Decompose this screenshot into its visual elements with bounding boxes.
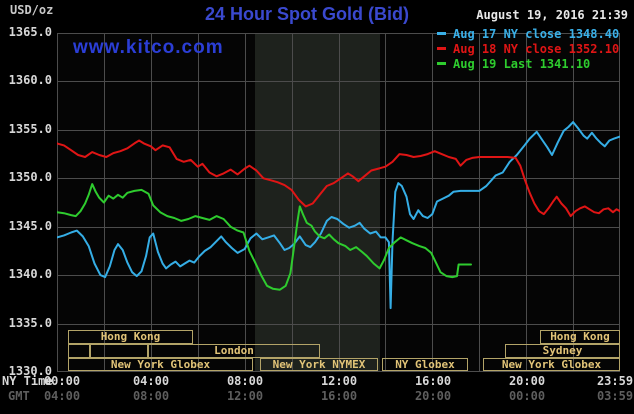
- x-tick-label-ny-time: 23:59: [596, 374, 634, 388]
- x-tick-label-ny-time: 00:00: [43, 374, 81, 388]
- kitco-watermark-link[interactable]: www.kitco.com: [73, 37, 224, 58]
- x-tick-label-ny-time: 12:00: [320, 374, 358, 388]
- legend-line-swatch: [437, 47, 446, 50]
- session-box-hong-kong: Hong Kong: [540, 330, 620, 344]
- x-tick-label-ny-time: 04:00: [132, 374, 170, 388]
- x-tick-label-gmt: 20:00: [414, 389, 452, 403]
- session-box-hong-kong: Hong Kong: [68, 330, 193, 344]
- session-box-new-york-globex: New York Globex: [68, 358, 253, 371]
- y-tick-label: 1360.0: [8, 73, 52, 88]
- x-tick-label-gmt: 00:00: [508, 389, 546, 403]
- x-tick-label-gmt: 03:59: [596, 389, 634, 403]
- y-axis-unit-label: USD/oz: [10, 3, 54, 17]
- x-tick-label-ny-time: 16:00: [414, 374, 452, 388]
- legend-label: Aug 19 Last 1341.10: [453, 57, 591, 71]
- legend-item-2: Aug 19 Last 1341.10: [437, 57, 619, 72]
- y-tick-label: 1355.0: [8, 121, 52, 136]
- x-tick-label-gmt: 12:00: [226, 389, 264, 403]
- y-tick-label: 1365.0: [8, 25, 52, 39]
- x-axis-row-label-ny-time: NY Time: [2, 374, 53, 388]
- session-box-unlabeled: [68, 344, 90, 358]
- session-box-new-york-nymex: New York NYMEX: [260, 358, 378, 371]
- price-line-series-1: [57, 139, 620, 218]
- x-tick-label-ny-time: 20:00: [508, 374, 546, 388]
- legend-label: Aug 17 NY close 1348.40: [453, 27, 620, 41]
- y-tick-label: 1350.0: [8, 170, 52, 185]
- x-tick-label-gmt: 08:00: [132, 389, 170, 403]
- y-tick-label: 1335.0: [8, 315, 52, 330]
- legend-item-0: Aug 17 NY close 1348.40: [437, 27, 619, 42]
- price-chart-canvas: [57, 33, 620, 372]
- x-axis-row-label-gmt: GMT: [8, 389, 30, 403]
- legend-line-swatch: [437, 32, 446, 35]
- legend-line-swatch: [437, 62, 446, 65]
- price-line-series-2: [57, 183, 472, 291]
- plot-area: www.kitco.com Hong Kong Hong Kong London Sy…: [57, 33, 620, 372]
- x-tick-label-ny-time: 08:00: [226, 374, 264, 388]
- nymex-session-highlight-band: [255, 33, 380, 372]
- session-box-ny-globex: NY Globex: [382, 358, 468, 371]
- session-box-sydney: Sydney: [505, 344, 620, 358]
- y-tick-label: 1340.0: [8, 267, 52, 282]
- session-box-new-york-globex: New York Globex: [483, 358, 620, 371]
- chart-timestamp: August 19, 2016 21:39: [476, 8, 628, 22]
- session-box-unlabeled: [90, 344, 148, 358]
- price-line-series-0: [57, 121, 620, 310]
- legend-label: Aug 18 NY close 1352.10: [453, 42, 620, 56]
- x-tick-label-gmt: 04:00: [43, 389, 81, 403]
- x-tick-label-gmt: 16:00: [320, 389, 358, 403]
- y-tick-label: 1345.0: [8, 218, 52, 233]
- chart-title: 24 Hour Spot Gold (Bid): [205, 4, 409, 24]
- y-tick-label: 1330.0: [8, 364, 52, 378]
- legend-item-1: Aug 18 NY close 1352.10: [437, 42, 619, 57]
- chart-legend: Aug 17 NY close 1348.40 Aug 18 NY close 1…: [437, 27, 619, 72]
- session-box-london: London: [148, 344, 320, 358]
